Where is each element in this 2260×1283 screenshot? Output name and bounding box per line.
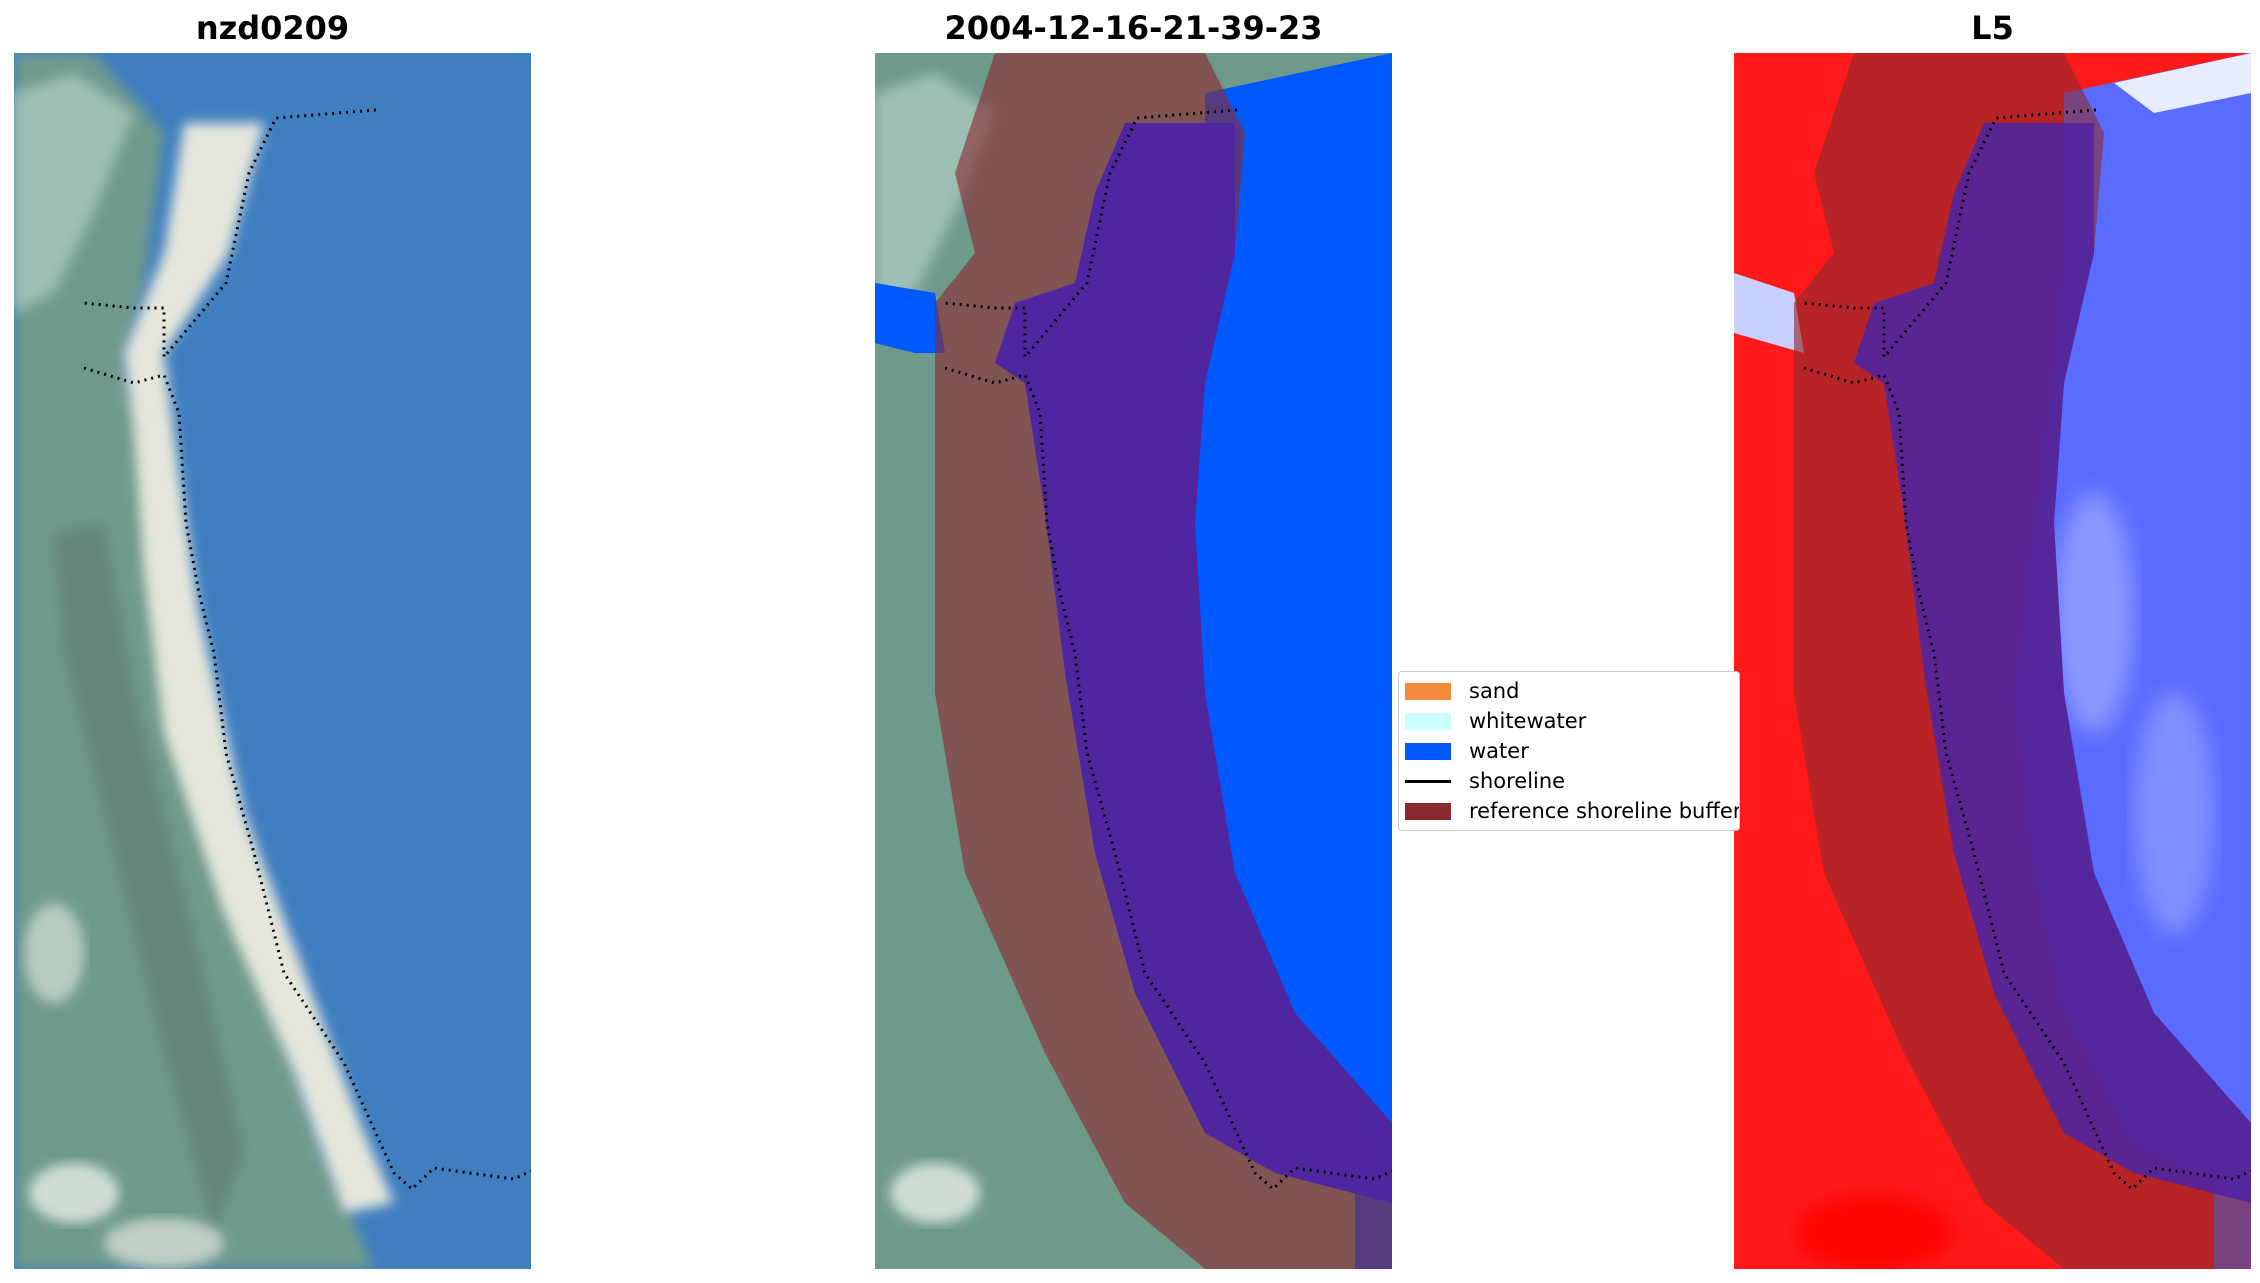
- legend-label: sand: [1469, 679, 1520, 703]
- shoreline-line: [83, 108, 531, 1192]
- legend-swatch-buffer: [1405, 802, 1451, 820]
- legend-swatch-water: [1405, 742, 1451, 760]
- panel-title-date: 2004-12-16-21-39-23: [944, 9, 1323, 47]
- legend-label: whitewater: [1469, 709, 1587, 733]
- legend-label: reference shoreline buffer: [1469, 799, 1740, 823]
- index-image: [1734, 53, 2251, 1269]
- index-panel: [1734, 53, 2251, 1269]
- legend: sand whitewater water shoreline referenc…: [1398, 671, 1740, 831]
- legend-item-sand: sand: [1405, 678, 1519, 704]
- legend-line-shoreline: [1405, 779, 1451, 783]
- classification-image: [875, 53, 1392, 1269]
- legend-swatch-whitewater: [1405, 712, 1451, 730]
- panel-title-image: nzd0209: [195, 9, 350, 47]
- legend-label: shoreline: [1469, 769, 1566, 793]
- rgb-image: [14, 53, 531, 1269]
- buffer-water: [995, 123, 1392, 1203]
- legend-label: water: [1469, 739, 1529, 763]
- legend-item-buffer: reference shoreline buffer: [1405, 798, 1740, 824]
- classification-panel: [875, 53, 1392, 1269]
- legend-item-shoreline: shoreline: [1405, 768, 1565, 794]
- legend-item-water: water: [1405, 738, 1529, 764]
- legend-swatch-sand: [1405, 682, 1451, 700]
- legend-item-whitewater: whitewater: [1405, 708, 1586, 734]
- rgb-image-panel: [14, 53, 531, 1269]
- panel-title-satellite: L5: [1971, 9, 2014, 47]
